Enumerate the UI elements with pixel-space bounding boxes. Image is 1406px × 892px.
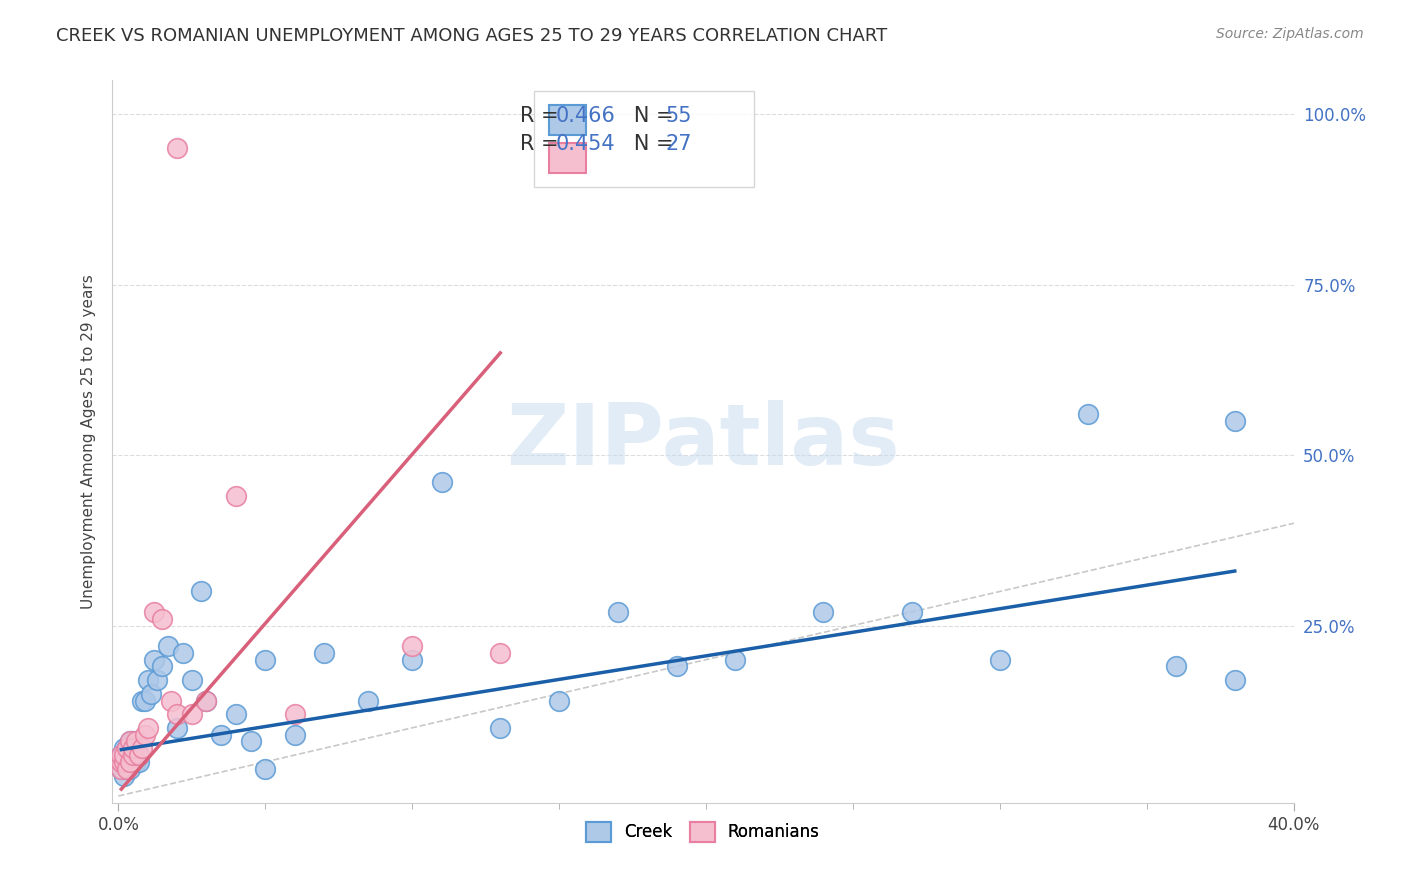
Point [900, 605, 922, 619]
Point [548, 693, 571, 707]
Text: 27: 27 [665, 135, 692, 154]
Point [142, 653, 165, 667]
Point [172, 646, 194, 660]
Point [813, 605, 835, 619]
Text: R =: R = [520, 135, 565, 154]
Text: 0.466: 0.466 [555, 105, 616, 126]
Text: 55: 55 [665, 105, 692, 126]
Point [430, 475, 453, 490]
Point [195, 693, 218, 707]
Point [152, 612, 174, 626]
Point [120, 755, 142, 769]
Point [357, 693, 380, 707]
Point [254, 653, 277, 667]
Point [120, 734, 142, 748]
Point [489, 721, 512, 735]
Point [131, 741, 153, 756]
Point [125, 741, 148, 756]
Text: 0.454: 0.454 [555, 135, 614, 154]
Point [110, 748, 132, 763]
Point [125, 734, 148, 748]
Point [166, 141, 188, 155]
Point [401, 639, 423, 653]
Point [312, 646, 335, 660]
Point [665, 659, 688, 673]
Point [122, 748, 145, 763]
Text: N =: N = [614, 135, 681, 154]
Point [134, 728, 156, 742]
Point [110, 748, 132, 763]
Point [115, 762, 138, 776]
Point [401, 653, 423, 667]
Point [606, 605, 628, 619]
Point [120, 762, 142, 776]
Point [128, 748, 150, 763]
Point [120, 748, 142, 763]
Point [115, 755, 138, 769]
Point [239, 734, 262, 748]
Point [284, 728, 307, 742]
Point [142, 605, 165, 619]
Text: R =: R = [520, 105, 565, 126]
Point [190, 584, 212, 599]
Point [110, 755, 132, 769]
Point [120, 734, 142, 748]
Point [152, 659, 174, 673]
Y-axis label: Unemployment Among Ages 25 to 29 years: Unemployment Among Ages 25 to 29 years [80, 274, 96, 609]
Point [225, 489, 247, 503]
Point [1223, 673, 1246, 687]
Point [122, 748, 145, 763]
Point [112, 768, 135, 782]
Point [125, 755, 148, 769]
Point [988, 653, 1011, 667]
Point [134, 693, 156, 707]
Point [128, 748, 150, 763]
Text: Source: ZipAtlas.com: Source: ZipAtlas.com [1216, 27, 1364, 41]
Point [115, 741, 138, 756]
Point [489, 646, 512, 660]
Point [180, 673, 202, 687]
Point [1164, 659, 1187, 673]
Point [254, 762, 277, 776]
Point [166, 707, 188, 722]
Point [110, 762, 132, 776]
Point [115, 741, 138, 756]
Point [160, 693, 183, 707]
Point [180, 707, 202, 722]
Point [122, 755, 145, 769]
Point [157, 639, 180, 653]
Point [1077, 407, 1099, 421]
Point [166, 721, 188, 735]
Point [115, 762, 138, 776]
Point [1223, 414, 1246, 428]
Point [110, 762, 132, 776]
Point [131, 693, 153, 707]
Point [145, 673, 167, 687]
Point [209, 728, 232, 742]
Point [136, 673, 159, 687]
Text: ZIPatlas: ZIPatlas [506, 400, 900, 483]
Point [724, 653, 747, 667]
Point [112, 755, 135, 769]
Point [112, 741, 135, 756]
Point [284, 707, 307, 722]
Point [115, 748, 138, 763]
Legend: Creek, Romanians: Creek, Romanians [579, 815, 827, 848]
Point [136, 721, 159, 735]
Text: N =: N = [614, 105, 681, 126]
Point [139, 687, 162, 701]
Point [110, 755, 132, 769]
Point [128, 755, 150, 769]
Text: CREEK VS ROMANIAN UNEMPLOYMENT AMONG AGES 25 TO 29 YEARS CORRELATION CHART: CREEK VS ROMANIAN UNEMPLOYMENT AMONG AGE… [56, 27, 887, 45]
Point [225, 707, 247, 722]
Point [122, 734, 145, 748]
Point [112, 755, 135, 769]
Point [195, 693, 218, 707]
Point [112, 748, 135, 763]
Point [122, 741, 145, 756]
